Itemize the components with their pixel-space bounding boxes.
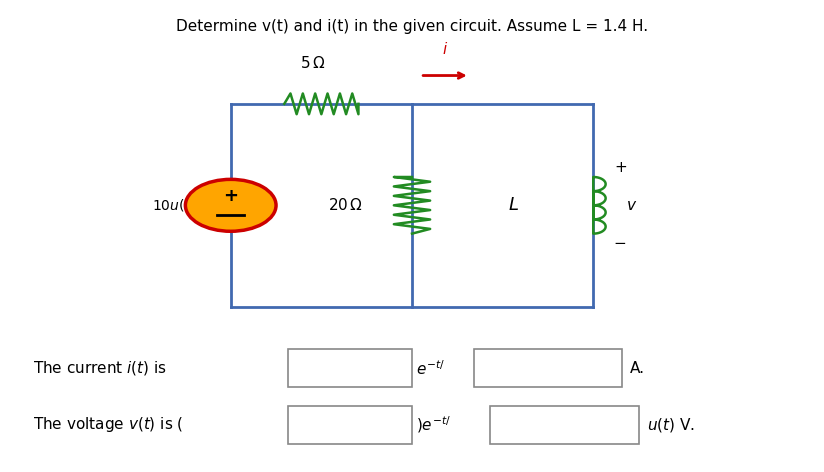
- Text: $u(t)$ V.: $u(t)$ V.: [647, 416, 695, 434]
- Text: $i$: $i$: [442, 41, 448, 57]
- Text: $10u(-t)$ V: $10u(-t)$ V: [152, 197, 222, 213]
- Text: +: +: [614, 160, 626, 175]
- Text: $20\,\Omega$: $20\,\Omega$: [328, 197, 363, 213]
- Text: The current $i(t)$ is: The current $i(t)$ is: [33, 359, 167, 377]
- Text: −: −: [614, 236, 626, 251]
- Text: $e^{-t/}$: $e^{-t/}$: [416, 359, 445, 378]
- FancyBboxPatch shape: [490, 406, 639, 444]
- Circle shape: [185, 179, 276, 231]
- Text: $)e^{-t/}$: $)e^{-t/}$: [416, 414, 451, 435]
- Text: $5\,\Omega$: $5\,\Omega$: [301, 55, 325, 71]
- FancyBboxPatch shape: [288, 349, 412, 387]
- Text: $L$: $L$: [508, 196, 519, 214]
- Text: $v$: $v$: [626, 198, 638, 213]
- Text: A.: A.: [630, 361, 645, 376]
- Text: Determine v(t) and i(t) in the given circuit. Assume L = 1.4 H.: Determine v(t) and i(t) in the given cir…: [176, 19, 648, 34]
- FancyBboxPatch shape: [288, 406, 412, 444]
- Text: +: +: [223, 187, 238, 205]
- Text: The voltage $v(t)$ is (: The voltage $v(t)$ is (: [33, 415, 184, 434]
- FancyBboxPatch shape: [474, 349, 622, 387]
